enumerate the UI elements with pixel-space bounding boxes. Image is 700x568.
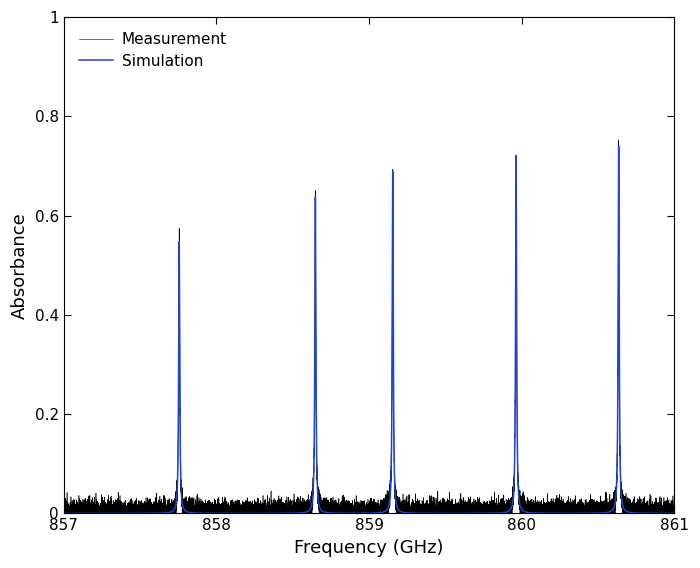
Simulation [631,509,639,516]
Simulation [452,510,460,517]
Measurement [497,517,505,524]
Simulation [497,509,505,516]
Measurement [670,508,678,515]
Measurement [349,504,357,511]
Legend: Measurement, Simulation: Measurement, Simulation [71,25,234,76]
Simulation [615,143,623,149]
Measurement [452,504,460,511]
Measurement [615,136,623,143]
Simulation [349,510,357,517]
Measurement [60,506,68,512]
Simulation [211,510,220,517]
Simulation [670,510,678,517]
Y-axis label: Absorbance: Absorbance [11,212,29,319]
Measurement [60,520,69,527]
Line: Simulation: Simulation [64,146,674,513]
Measurement [212,509,220,516]
Simulation [60,510,68,517]
Line: Measurement: Measurement [64,140,674,523]
Simulation [429,510,438,517]
X-axis label: Frequency (GHz): Frequency (GHz) [294,539,444,557]
Measurement [429,511,438,517]
Measurement [631,508,639,515]
